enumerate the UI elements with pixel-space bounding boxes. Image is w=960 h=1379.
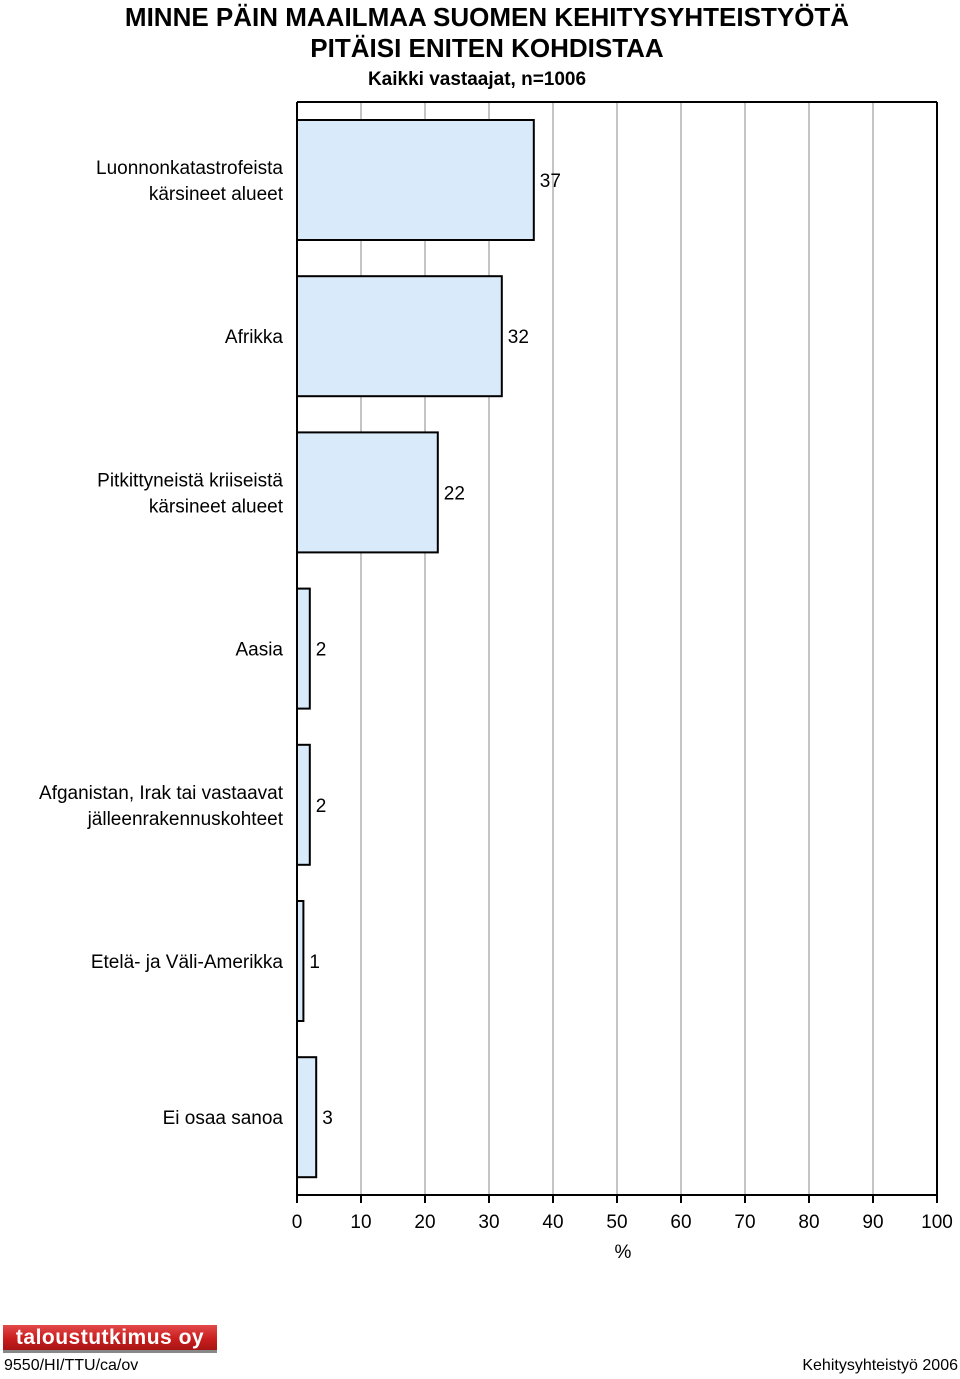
data-label: 2 (316, 796, 327, 817)
x-tick-label: 70 (734, 1212, 755, 1233)
category-label: Aasia (235, 640, 283, 661)
category-label: Pitkittyneistä kriiseistä (97, 470, 283, 491)
category-label: Ei osaa sanoa (163, 1108, 284, 1129)
data-label: 37 (540, 171, 561, 192)
bar (296, 431, 439, 554)
data-label: 1 (309, 952, 320, 973)
bar (296, 743, 311, 866)
chart-subtitle: Kaikki vastaajat, n=1006 (367, 69, 587, 90)
x-tick-label: 10 (350, 1212, 371, 1233)
x-tick-label: 40 (542, 1212, 563, 1233)
logo-text: taloustutkimus oy (15, 1326, 205, 1349)
data-label: 32 (508, 327, 529, 348)
bar-chart: 37 Luonnonkatastrofeista kärsineet alueet 3… (39, 101, 953, 1263)
category-label: kärsineet alueet (149, 184, 284, 205)
category-label: Afrikka (225, 327, 284, 348)
x-tick-label: 0 (292, 1212, 303, 1233)
footer-source: Kehitysyhteistyö 2006 (802, 1357, 958, 1374)
x-tick-label: 30 (478, 1212, 499, 1233)
x-tick-label: 20 (414, 1212, 435, 1233)
category-label: Etelä- ja Väli-Amerikka (91, 952, 284, 973)
category-label: jälleenrakennuskohteet (87, 809, 284, 830)
category-label: Afganistan, Irak tai vastaavat (39, 783, 284, 804)
category-label: kärsineet alueet (149, 496, 284, 517)
x-tick-label: 80 (798, 1212, 819, 1233)
chart-title-line2: PITÄISI ENITEN KOHDISTAA (310, 33, 664, 63)
bar (296, 587, 311, 710)
x-tick-label: 60 (670, 1212, 691, 1233)
bar (296, 275, 503, 398)
x-tick-label: 90 (862, 1212, 883, 1233)
data-label: 22 (444, 483, 465, 504)
bar (296, 119, 535, 241)
bar (296, 1056, 318, 1179)
company-logo: taloustutkimus oy (3, 1325, 217, 1353)
footer-code: 9550/HI/TTU/ca/ov (4, 1357, 139, 1374)
category-label: Luonnonkatastrofeista (96, 158, 283, 179)
data-label: 3 (322, 1108, 333, 1129)
x-tick-label: 100 (921, 1212, 953, 1233)
chart-title-line1: MINNE PÄIN MAAILMAA SUOMEN KEHITYSYHTEIS… (124, 2, 850, 32)
data-label: 2 (316, 640, 327, 661)
x-axis-label: % (615, 1242, 632, 1263)
x-tick-label: 50 (606, 1212, 627, 1233)
